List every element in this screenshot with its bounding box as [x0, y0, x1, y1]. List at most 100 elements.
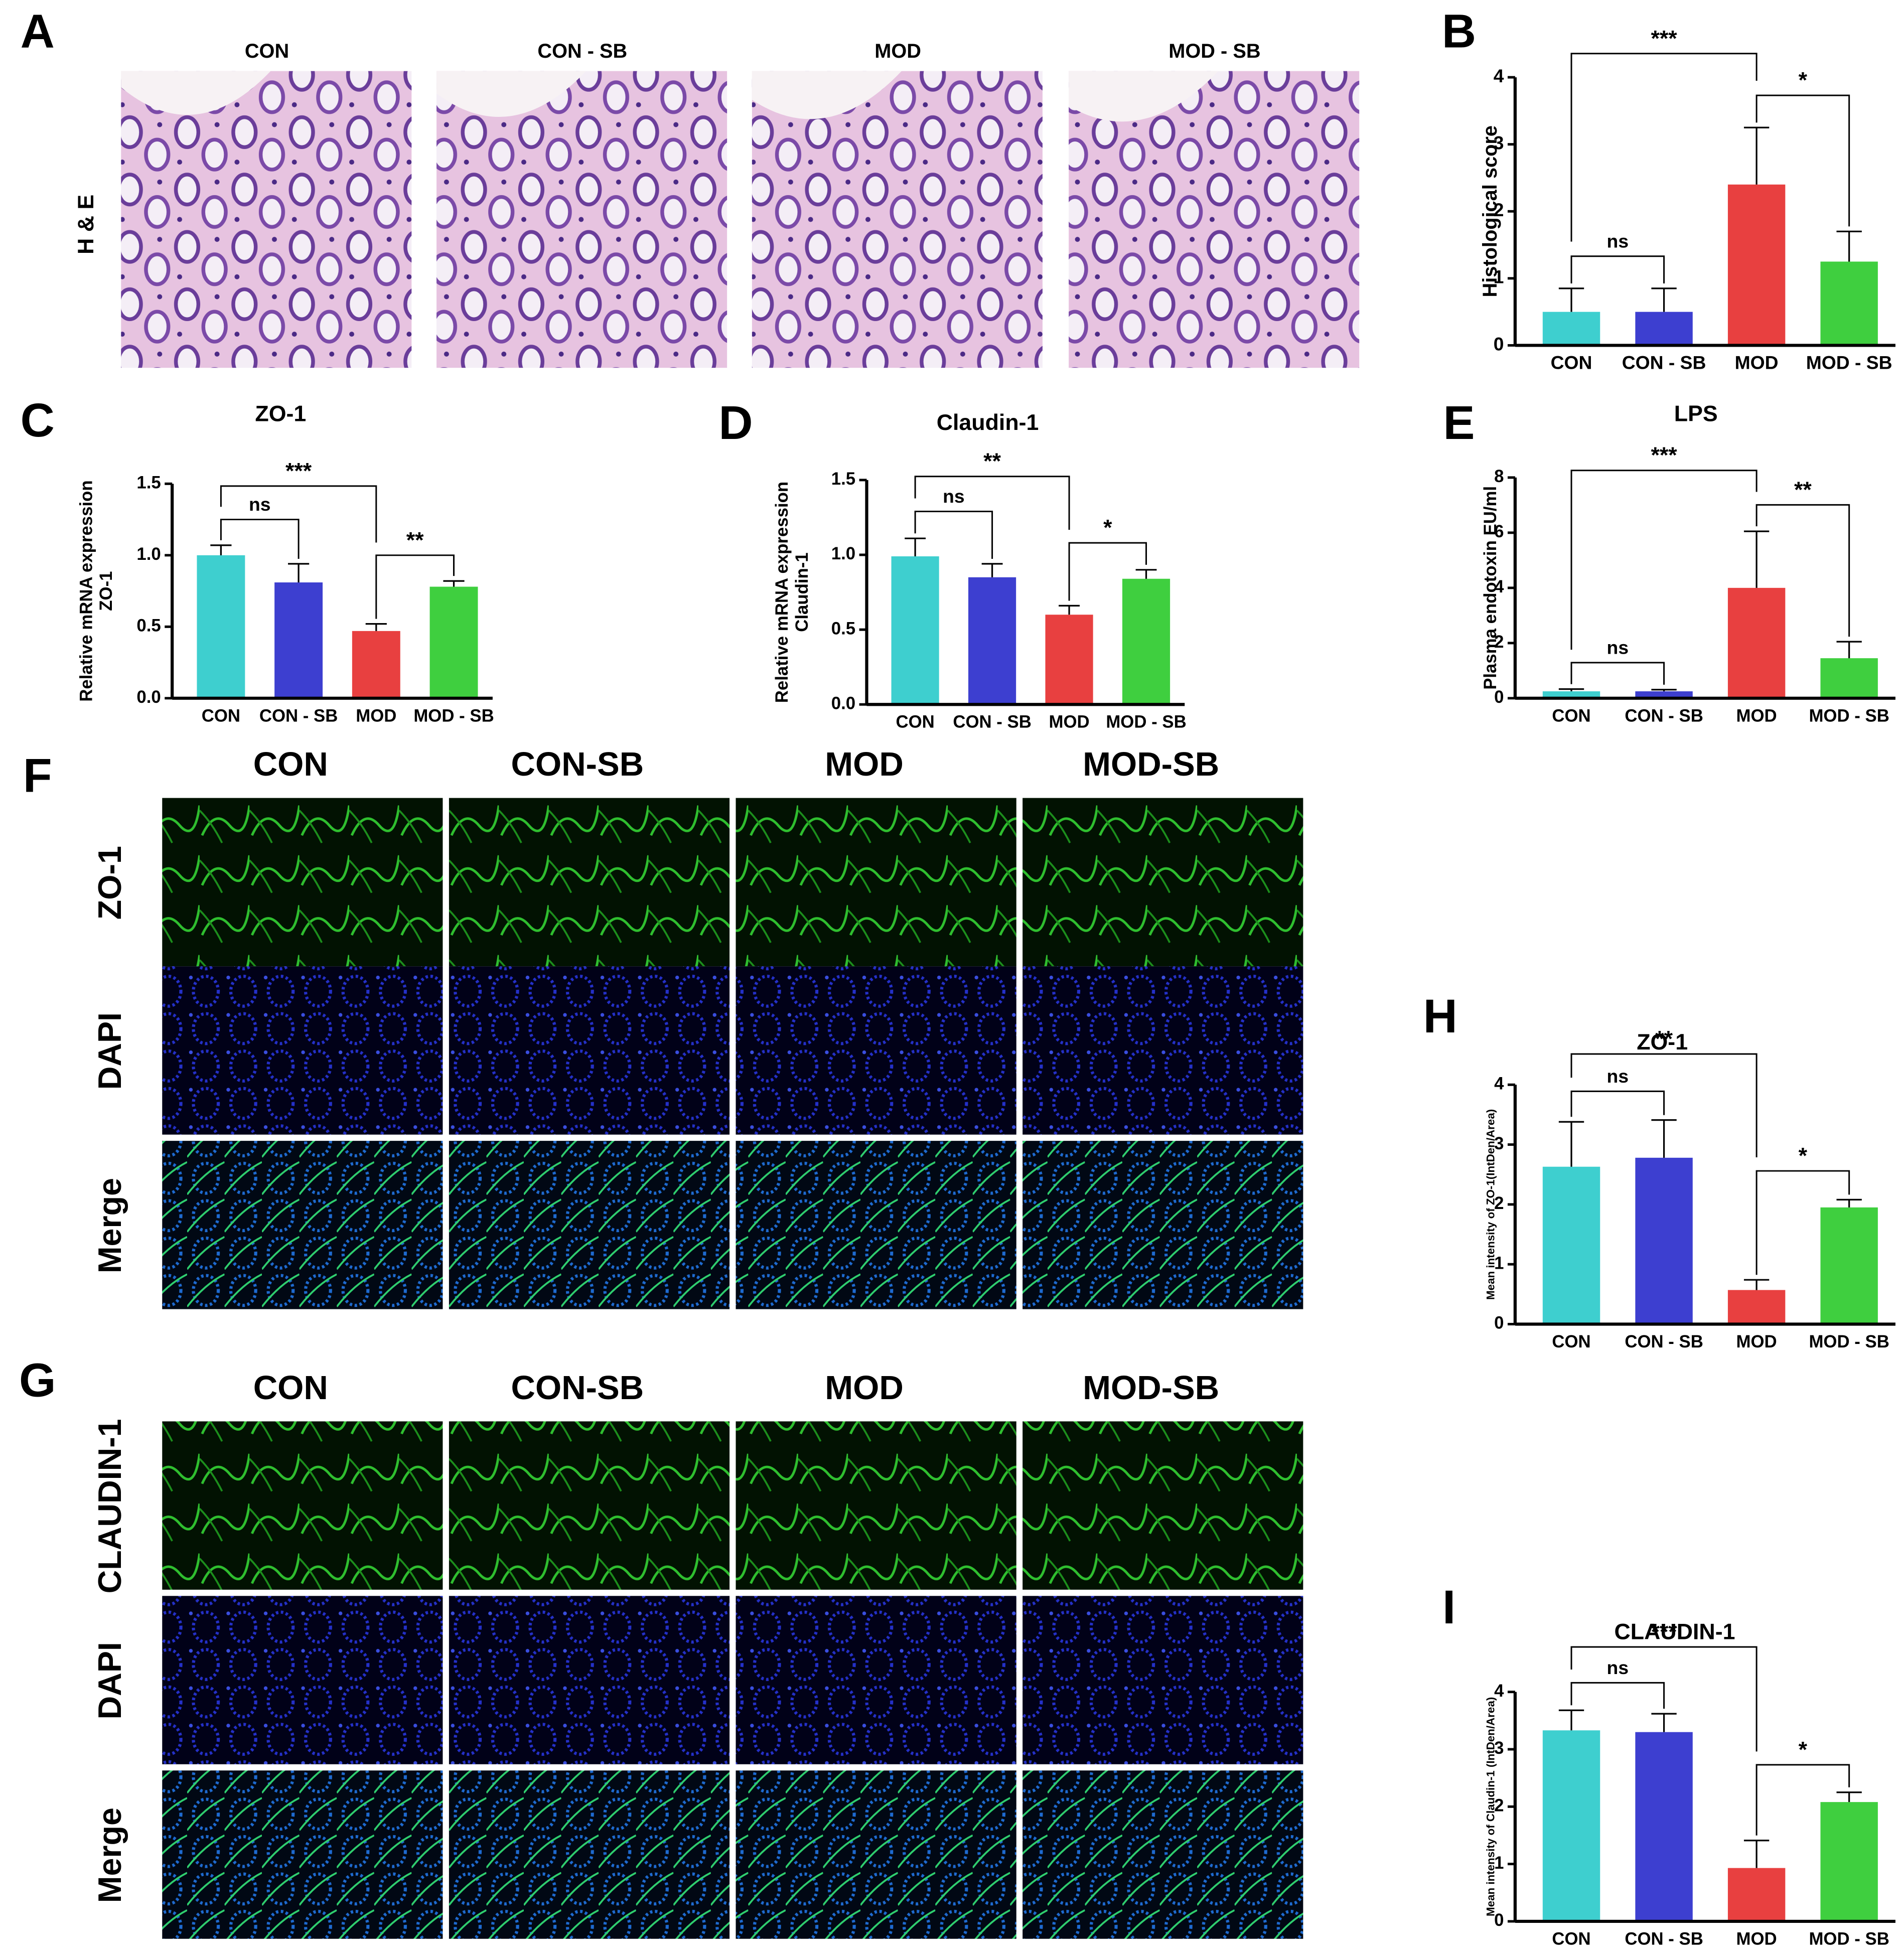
significance-label: ns	[1607, 230, 1629, 251]
error-bar	[1836, 230, 1862, 262]
significance-bracket	[914, 476, 1070, 530]
x-tick-label: CON - SB	[1622, 352, 1706, 373]
column-title: CON	[245, 40, 289, 62]
column-title: CON-SB	[511, 745, 644, 783]
x-tick-label: CON - SB	[1625, 706, 1703, 725]
micrograph-lumen	[436, 71, 587, 117]
y-axis-label: Claudin-1	[793, 552, 812, 632]
significance-bracket	[1570, 1090, 1665, 1117]
micrograph	[449, 798, 730, 967]
error-bar	[1558, 688, 1584, 692]
micrograph	[449, 966, 730, 1135]
micrograph	[449, 1596, 730, 1764]
micrograph-lumen	[752, 71, 902, 119]
y-tick-label: 8	[1494, 467, 1504, 486]
row-label: Merge	[92, 1807, 128, 1903]
significance-bracket	[1570, 470, 1758, 650]
error-bar	[1558, 1121, 1584, 1167]
significance-label: *	[1799, 1144, 1808, 1168]
y-tick-label: 0	[1494, 1314, 1504, 1333]
x-tick-label: CON - SB	[1625, 1929, 1703, 1948]
x-tick-label: MOD - SB	[1809, 1332, 1889, 1351]
error-bar	[1135, 569, 1157, 579]
bar	[429, 586, 478, 698]
y-tick-label: 1	[1494, 1254, 1504, 1273]
column-title: MOD-SB	[1083, 745, 1219, 783]
panel-letter: H	[1423, 990, 1457, 1043]
x-tick-label: CON	[1551, 352, 1592, 373]
y-tick-label: 1.5	[136, 474, 161, 493]
error-bar	[1836, 1198, 1862, 1208]
y-tick-label: 2	[1494, 1194, 1504, 1213]
y-tick-label: 0	[1494, 333, 1504, 354]
micrograph	[162, 1596, 443, 1764]
significance-label: *	[1799, 68, 1808, 93]
x-tick-label: CON	[896, 713, 934, 732]
row-label: DAPI	[92, 1012, 128, 1090]
y-tick-label: 4	[1494, 1682, 1504, 1701]
micrograph	[162, 1770, 443, 1939]
y-axis-label: Relative mRNA expression	[77, 480, 96, 701]
bar	[1635, 1732, 1693, 1921]
panel-letter: I	[1442, 1581, 1455, 1634]
chart-title: ZO-1	[1637, 1030, 1688, 1054]
x-tick-label: MOD	[1049, 713, 1089, 732]
column-title: MOD - SB	[1168, 40, 1260, 62]
bar	[891, 556, 939, 705]
y-tick-label: 2	[1494, 633, 1504, 652]
significance-label: ns	[249, 494, 270, 515]
y-axis-label: Histological score	[1479, 125, 1501, 297]
significance-bracket	[1755, 504, 1850, 637]
y-tick-label: 4	[1494, 577, 1504, 596]
bar	[274, 582, 323, 698]
error-bar	[287, 563, 310, 582]
micrograph	[1022, 1141, 1303, 1309]
x-tick-label: MOD	[1735, 352, 1779, 373]
x-tick-label: MOD	[1736, 1332, 1777, 1351]
chart-title: LPS	[1674, 401, 1718, 426]
significance-label: ns	[1607, 1066, 1629, 1087]
significance-label: *	[1799, 1737, 1808, 1762]
bar	[1045, 615, 1093, 705]
column-title: CON	[253, 1369, 328, 1407]
y-tick-label: 4	[1494, 65, 1504, 86]
x-tick-label: CON	[202, 706, 240, 725]
error-bar	[1743, 1279, 1770, 1290]
panel-letter: B	[1442, 6, 1476, 58]
bar	[1122, 578, 1170, 705]
y-tick-label: 0.5	[831, 619, 855, 638]
significance-bracket	[1570, 1646, 1758, 1752]
bar	[1635, 691, 1693, 698]
y-axis-label: Mean intensity of ZO-1(IntDen/Area)	[1485, 1109, 1497, 1300]
y-tick-label: 0	[1494, 688, 1504, 707]
error-bar	[905, 537, 926, 556]
x-tick-label: MOD	[1736, 1929, 1777, 1948]
micrograph	[162, 798, 443, 967]
micrograph	[162, 1141, 443, 1309]
significance-bracket	[914, 511, 993, 559]
x-tick-label: CON	[1552, 706, 1590, 725]
x-tick-label: MOD - SB	[1806, 352, 1892, 373]
bar	[1820, 261, 1878, 346]
bar	[1542, 1166, 1600, 1324]
x-tick-label: MOD - SB	[413, 706, 494, 725]
x-tick-label: CON	[1552, 1929, 1590, 1948]
micrograph	[1022, 798, 1303, 967]
significance-label: ***	[285, 459, 312, 483]
panel-letter: A	[21, 6, 55, 58]
significance-label: ns	[1607, 1657, 1629, 1678]
chart-title: Claudin-1	[937, 410, 1039, 435]
y-tick-label: 0.0	[136, 688, 161, 707]
significance-bracket	[1570, 1682, 1665, 1709]
chart-title: ZO-1	[255, 401, 306, 426]
micrograph	[449, 1141, 730, 1309]
x-tick-label: CON - SB	[953, 713, 1032, 732]
y-tick-label: 3	[1494, 1739, 1504, 1758]
error-bar	[210, 544, 232, 555]
y-tick-label: 3	[1494, 132, 1504, 154]
significance-bracket	[1068, 542, 1147, 601]
y-tick-label: 1	[1494, 1854, 1504, 1873]
error-bar	[1743, 530, 1770, 588]
significance-label: *	[1103, 516, 1112, 540]
